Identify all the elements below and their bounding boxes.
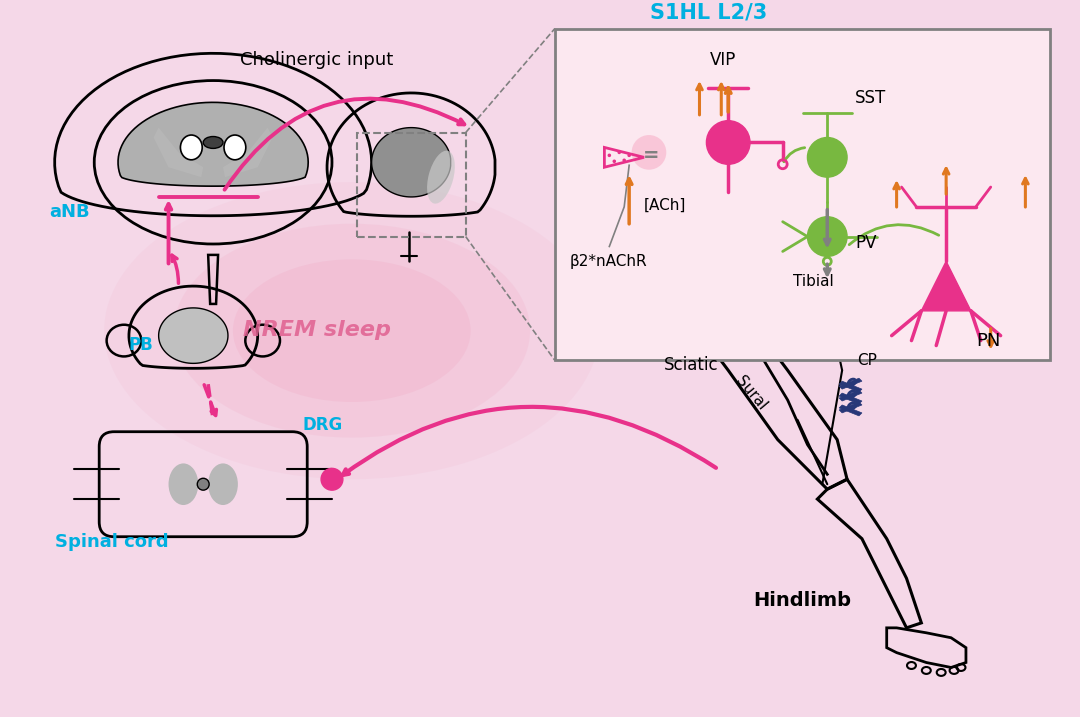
- Circle shape: [198, 478, 210, 490]
- Ellipse shape: [632, 135, 666, 170]
- Ellipse shape: [233, 260, 471, 402]
- Text: S1HL L2/3: S1HL L2/3: [650, 3, 767, 23]
- Text: Sural: Sural: [733, 373, 770, 413]
- Ellipse shape: [180, 135, 202, 160]
- Text: β2*nAChR: β2*nAChR: [570, 255, 647, 270]
- Text: Hindlimb: Hindlimb: [754, 591, 851, 610]
- Text: NREM sleep: NREM sleep: [243, 320, 391, 340]
- Circle shape: [706, 120, 750, 164]
- Text: Spinal cord: Spinal cord: [55, 533, 168, 551]
- Circle shape: [622, 158, 626, 162]
- Text: PN: PN: [976, 331, 1000, 349]
- Text: PB: PB: [129, 336, 153, 354]
- Text: [ACh]: [ACh]: [644, 198, 687, 213]
- Polygon shape: [921, 261, 971, 311]
- Ellipse shape: [208, 463, 238, 505]
- Polygon shape: [118, 103, 308, 186]
- Ellipse shape: [321, 468, 342, 490]
- Circle shape: [627, 153, 631, 157]
- Circle shape: [808, 138, 847, 177]
- Ellipse shape: [104, 182, 599, 479]
- Text: CP: CP: [858, 353, 877, 369]
- Text: aNB: aNB: [50, 203, 91, 221]
- Ellipse shape: [174, 224, 530, 437]
- Circle shape: [612, 159, 616, 163]
- Polygon shape: [839, 393, 862, 404]
- Polygon shape: [839, 402, 862, 413]
- Polygon shape: [153, 128, 203, 177]
- Circle shape: [808, 217, 847, 257]
- Ellipse shape: [168, 463, 199, 505]
- Polygon shape: [222, 128, 272, 177]
- Ellipse shape: [203, 136, 222, 148]
- Polygon shape: [372, 128, 450, 197]
- Text: Sciatic: Sciatic: [664, 356, 718, 374]
- Polygon shape: [839, 381, 862, 392]
- Ellipse shape: [224, 135, 246, 160]
- Text: SST: SST: [855, 89, 887, 107]
- Text: VIP: VIP: [710, 51, 737, 70]
- Circle shape: [618, 151, 621, 154]
- Ellipse shape: [427, 151, 455, 204]
- Text: PV: PV: [855, 234, 877, 252]
- Text: DRG: DRG: [302, 416, 342, 434]
- Text: Cholinergic input: Cholinergic input: [241, 51, 394, 70]
- FancyBboxPatch shape: [555, 29, 1050, 361]
- Polygon shape: [839, 405, 862, 416]
- Polygon shape: [839, 379, 862, 389]
- Text: =: =: [643, 146, 659, 166]
- Text: Tibial: Tibial: [793, 274, 834, 289]
- Polygon shape: [159, 308, 228, 364]
- Circle shape: [608, 153, 611, 157]
- Polygon shape: [839, 390, 862, 401]
